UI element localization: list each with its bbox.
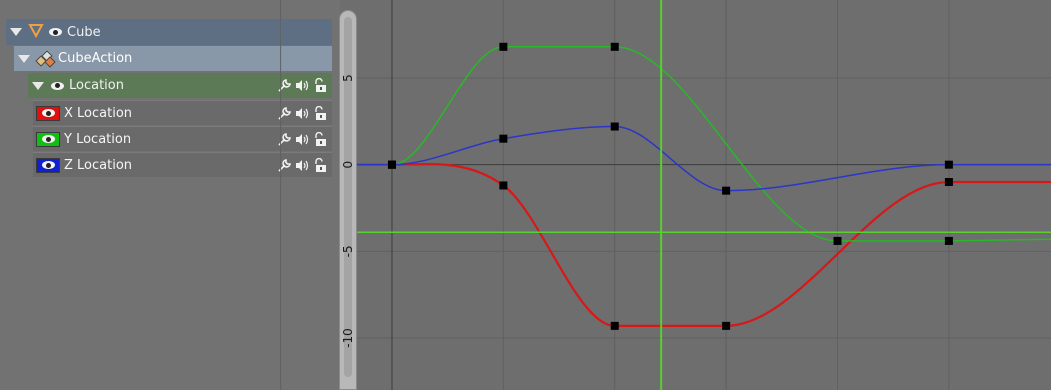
channel-y-location-row[interactable]: Y Location: [33, 126, 332, 151]
triangle-down-icon[interactable]: [18, 54, 30, 63]
channel-object-row[interactable]: Cube: [6, 19, 332, 45]
channel-color-swatch[interactable]: [36, 131, 60, 147]
eye-icon[interactable]: [49, 28, 62, 36]
keyframe-point[interactable]: [833, 236, 842, 245]
object-label: Cube: [67, 24, 101, 40]
x-location-curve: [340, 163, 1051, 327]
scrollbar-thumb[interactable]: [344, 17, 352, 377]
channel-z-location-row[interactable]: Z Location: [33, 152, 332, 177]
channel-color-swatch[interactable]: [36, 105, 60, 121]
speaker-icon[interactable]: [295, 158, 310, 173]
eye-icon[interactable]: [51, 81, 64, 90]
keyframe-point[interactable]: [499, 42, 508, 51]
channel-tools: [277, 131, 328, 147]
group-label: Location: [69, 78, 124, 93]
wrench-icon[interactable]: [277, 158, 292, 173]
keyframe-point[interactable]: [499, 181, 508, 190]
wrench-icon[interactable]: [277, 132, 292, 147]
eye-icon[interactable]: [41, 135, 55, 143]
channel-action-row[interactable]: CubeAction: [14, 46, 332, 71]
channel-label: X Location: [64, 105, 133, 121]
channel-tools: [277, 157, 328, 173]
speaker-icon[interactable]: [295, 78, 310, 93]
padlock-icon[interactable]: [313, 157, 328, 173]
channel-color-swatch[interactable]: [36, 157, 60, 173]
wrench-icon[interactable]: [277, 106, 292, 121]
keyframe-point[interactable]: [944, 178, 953, 186]
eye-icon[interactable]: [41, 109, 55, 117]
padlock-icon[interactable]: [313, 131, 328, 147]
channel-tools: [277, 105, 328, 121]
keyframe-point[interactable]: [944, 236, 953, 245]
speaker-icon[interactable]: [295, 106, 310, 121]
channel-label: Z Location: [64, 157, 133, 173]
padlock-icon[interactable]: [313, 78, 328, 93]
keyframe-point[interactable]: [722, 186, 731, 195]
keyframe-point[interactable]: [610, 42, 619, 51]
wrench-icon[interactable]: [277, 78, 292, 93]
padlock-icon[interactable]: [313, 105, 328, 121]
triangle-down-icon[interactable]: [32, 81, 44, 90]
channel-x-location-row[interactable]: X Location: [33, 100, 332, 125]
keyframe-point[interactable]: [610, 321, 619, 330]
z-location-curve: [340, 125, 1051, 192]
keyframe-point[interactable]: [722, 321, 731, 330]
mesh-object-icon: [28, 22, 44, 42]
eye-icon[interactable]: [41, 161, 55, 169]
keyframe-point[interactable]: [944, 160, 953, 169]
graph-background: [340, 0, 1051, 390]
keyframe-point[interactable]: [499, 134, 508, 143]
channel-group-row[interactable]: Location: [28, 73, 332, 98]
y-location-curve: [340, 46, 1051, 242]
action-label: CubeAction: [58, 51, 133, 66]
channel-region: Cube CubeAction Location X Location: [0, 0, 341, 390]
keyframe-point[interactable]: [610, 122, 619, 131]
speaker-icon[interactable]: [295, 132, 310, 147]
value-ruler-scrollbar[interactable]: [339, 10, 357, 390]
triangle-down-icon[interactable]: [10, 28, 22, 36]
keyframe-point[interactable]: [387, 160, 396, 169]
group-tools: [277, 78, 328, 93]
channel-label: Y Location: [64, 131, 132, 147]
